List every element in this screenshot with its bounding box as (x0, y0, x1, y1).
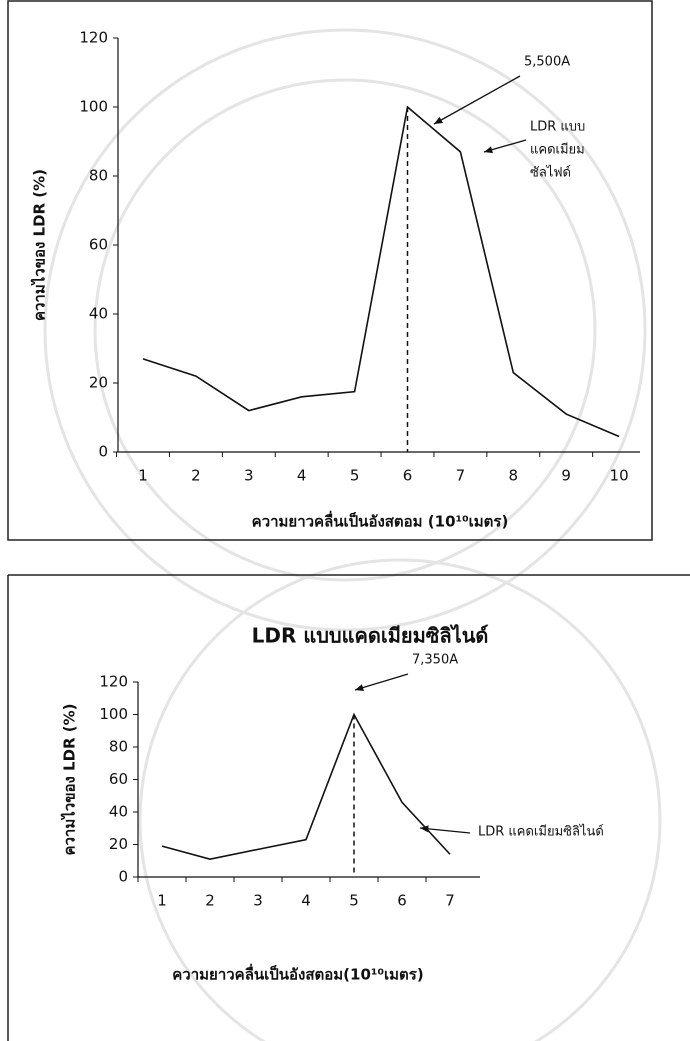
y-tick-label: 0 (118, 868, 128, 886)
annotation-arrow (355, 674, 408, 690)
y-tick-label: 40 (89, 305, 108, 323)
y-tick-label: 0 (98, 443, 108, 461)
x-tick-label: 1 (157, 892, 167, 910)
arrow-head (355, 684, 364, 691)
annotation: ซัลไฟด์ (530, 165, 571, 181)
x-tick-label: 3 (244, 467, 254, 485)
y-tick-label: 100 (99, 705, 128, 723)
annotation: แคดเมียม (530, 142, 585, 158)
x-tick-label: 10 (610, 467, 629, 485)
x-tick-label: 7 (456, 467, 466, 485)
x-tick-label: 3 (253, 892, 263, 910)
y-tick-label: 120 (99, 673, 128, 691)
page: 02040608010012012345678910ความยาวคลื่นเป… (0, 0, 690, 1041)
arrow-head (484, 146, 493, 153)
x-axis-label: ความยาวคลื่นเป็นอังสตอม (10¹⁰เมตร) (252, 511, 509, 531)
annotation: 5,500A (524, 55, 570, 70)
x-tick-label: 5 (350, 467, 360, 485)
y-tick-label: 120 (79, 29, 108, 47)
y-tick-label: 60 (89, 236, 108, 254)
y-axis-label: ความไวของ LDR (%) (60, 703, 79, 855)
data-line (162, 715, 450, 860)
x-tick-label: 4 (301, 892, 311, 910)
x-tick-label: 2 (191, 467, 201, 485)
watermark (45, 30, 660, 1041)
x-tick-label: 2 (205, 892, 215, 910)
y-tick-label: 40 (109, 803, 128, 821)
chart-title: LDR แบบแคดเมียมซิลิไนด์ (252, 624, 489, 648)
x-tick-label: 4 (297, 467, 307, 485)
y-tick-label: 20 (109, 835, 128, 853)
y-tick-label: 80 (109, 738, 128, 756)
x-tick-label: 6 (403, 467, 413, 485)
x-axis-label: ความยาวคลื่นเป็นอังสตอม(10¹⁰เมตร) (172, 964, 423, 984)
x-tick-label: 6 (397, 892, 407, 910)
y-axis-label: ความไวของ LDR (%) (30, 169, 49, 321)
y-tick-label: 80 (89, 167, 108, 185)
x-tick-label: 8 (509, 467, 519, 485)
x-tick-label: 9 (561, 467, 571, 485)
y-tick-label: 100 (79, 98, 108, 116)
y-tick-label: 20 (89, 374, 108, 392)
x-tick-label: 5 (349, 892, 359, 910)
annotation: LDR แบบ (530, 120, 585, 135)
y-tick-label: 60 (109, 770, 128, 788)
annotation: LDR แคดเมียมซิลิไนด์ (478, 824, 604, 840)
annotation: 7,350A (412, 653, 458, 668)
x-tick-label: 1 (138, 467, 148, 485)
x-tick-label: 7 (445, 892, 455, 910)
